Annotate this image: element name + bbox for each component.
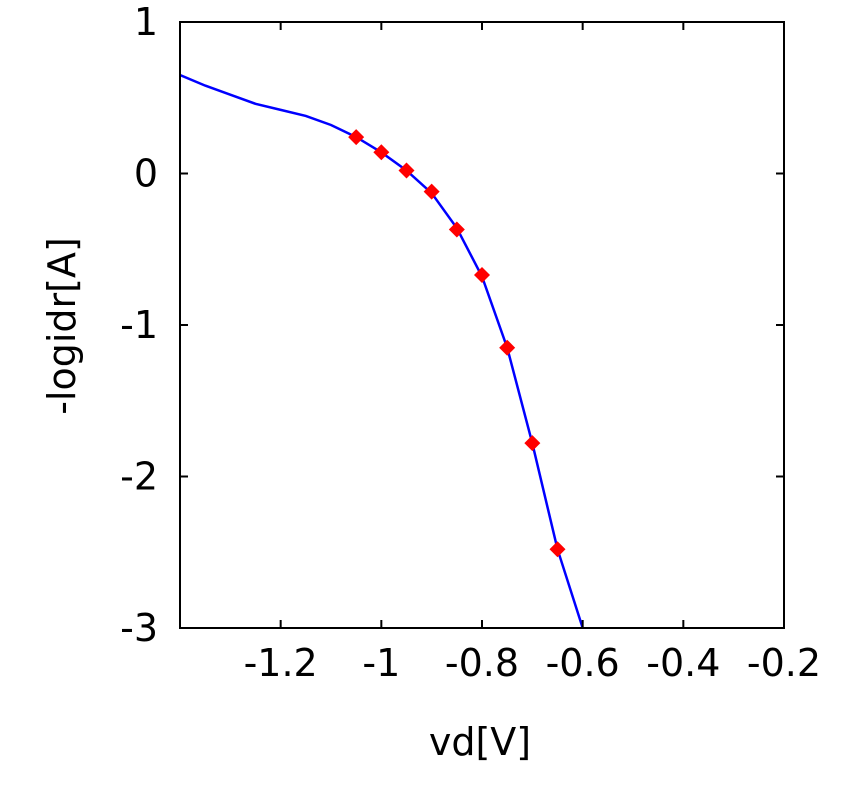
x-axis-label: vd[V] [429, 720, 531, 764]
y-tick-label: -2 [120, 455, 158, 499]
data-point [499, 339, 516, 356]
data-point [474, 267, 490, 284]
x-tick-label: -0.8 [445, 641, 519, 685]
data-point [373, 144, 390, 161]
plot-area: -1.2 -1 -0.8 -0.6 -0.4 -0.2 1 0 -1 -2 -3 [120, 0, 821, 685]
plot-frame [179, 21, 785, 629]
data-point [524, 435, 541, 452]
data-point [448, 221, 465, 238]
data-point [549, 541, 566, 558]
y-tick-label: -1 [120, 303, 158, 347]
x-tick-label: -0.2 [747, 641, 821, 685]
data-point [423, 183, 440, 200]
y-tick-label: 0 [134, 152, 158, 196]
x-tick-label: -1.2 [244, 641, 318, 685]
y-axis-label: -logidr[A] [40, 237, 84, 415]
x-tick-label: -1 [362, 641, 400, 685]
y-tick-label: 1 [134, 0, 158, 44]
x-tick-label: -0.4 [646, 641, 720, 685]
x-tick-label: -0.6 [546, 641, 620, 685]
data-point [398, 162, 415, 179]
y-tick-label: -3 [120, 606, 158, 650]
data-point [348, 129, 365, 146]
